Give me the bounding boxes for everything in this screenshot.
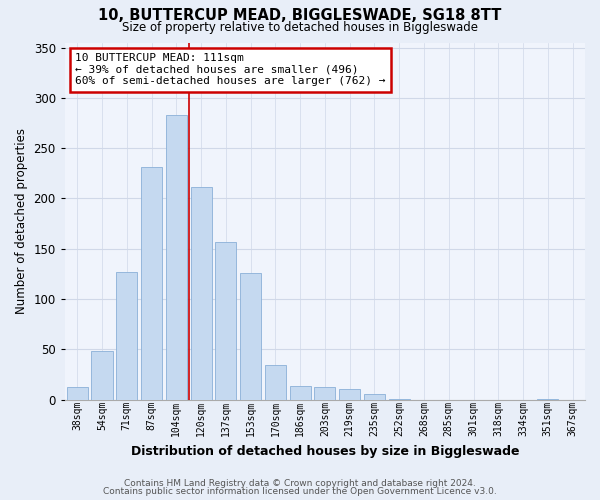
Bar [91, 352, 113, 400]
Text: 10, BUTTERCUP MEAD, BIGGLESWADE, SG18 8TT: 10, BUTTERCUP MEAD, BIGGLESWADE, SG18 8T… [98, 8, 502, 22]
X-axis label: Distribution of detached houses by size in Biggleswade: Distribution of detached houses by size … [131, 444, 519, 458]
Text: Size of property relative to detached houses in Biggleswade: Size of property relative to detached ho… [122, 21, 478, 34]
Bar [290, 386, 311, 400]
Bar [314, 388, 335, 400]
Bar [389, 398, 410, 400]
Bar [538, 398, 559, 400]
Text: Contains public sector information licensed under the Open Government Licence v3: Contains public sector information licen… [103, 487, 497, 496]
Bar [339, 390, 360, 400]
Bar [141, 167, 162, 400]
Bar [191, 188, 212, 400]
Bar [265, 366, 286, 400]
Bar [166, 115, 187, 400]
Bar [215, 242, 236, 400]
Bar [67, 388, 88, 400]
Bar [364, 394, 385, 400]
Bar [240, 273, 261, 400]
Y-axis label: Number of detached properties: Number of detached properties [15, 128, 28, 314]
Text: 10 BUTTERCUP MEAD: 111sqm
← 39% of detached houses are smaller (496)
60% of semi: 10 BUTTERCUP MEAD: 111sqm ← 39% of detac… [75, 53, 386, 86]
Text: Contains HM Land Registry data © Crown copyright and database right 2024.: Contains HM Land Registry data © Crown c… [124, 478, 476, 488]
Bar [116, 272, 137, 400]
